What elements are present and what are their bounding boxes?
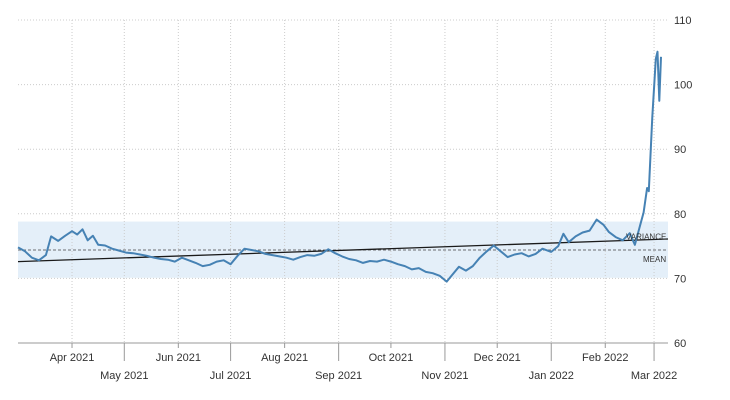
y-tick-label: 90 <box>674 144 686 156</box>
series-line <box>17 50 662 283</box>
x-tick-label: Feb 2022 <box>582 352 628 364</box>
y-tick-label: 60 <box>674 338 686 350</box>
x-tick-label: Oct 2021 <box>369 352 414 364</box>
variance-label: VARIANCE <box>626 233 666 242</box>
x-tick-label: Mar 2022 <box>631 370 677 382</box>
axis-ticks: Apr 2021 Jun 2021 Aug 2021 Oct 2021 Dec 2021… <box>50 15 693 382</box>
y-tick-label: 70 <box>674 273 686 285</box>
y-tick-label: 100 <box>674 80 692 92</box>
x-tick-label: Dec 2021 <box>474 352 521 364</box>
x-tick-label: Jul 2021 <box>210 370 252 382</box>
x-tick-label: Apr 2021 <box>50 352 95 364</box>
y-tick-label: 110 <box>674 15 692 27</box>
y-tick-label: 80 <box>674 209 686 221</box>
chart-grid <box>18 19 668 344</box>
mean-label: MEAN <box>643 255 666 264</box>
x-tick-label: Jun 2021 <box>156 352 201 364</box>
x-tick-label: May 2021 <box>100 370 148 382</box>
x-tick-label: Nov 2021 <box>421 370 468 382</box>
x-tick-label: Sep 2021 <box>315 370 362 382</box>
x-tick-label: Jan 2022 <box>529 370 574 382</box>
x-tick-label: Aug 2021 <box>261 352 308 364</box>
